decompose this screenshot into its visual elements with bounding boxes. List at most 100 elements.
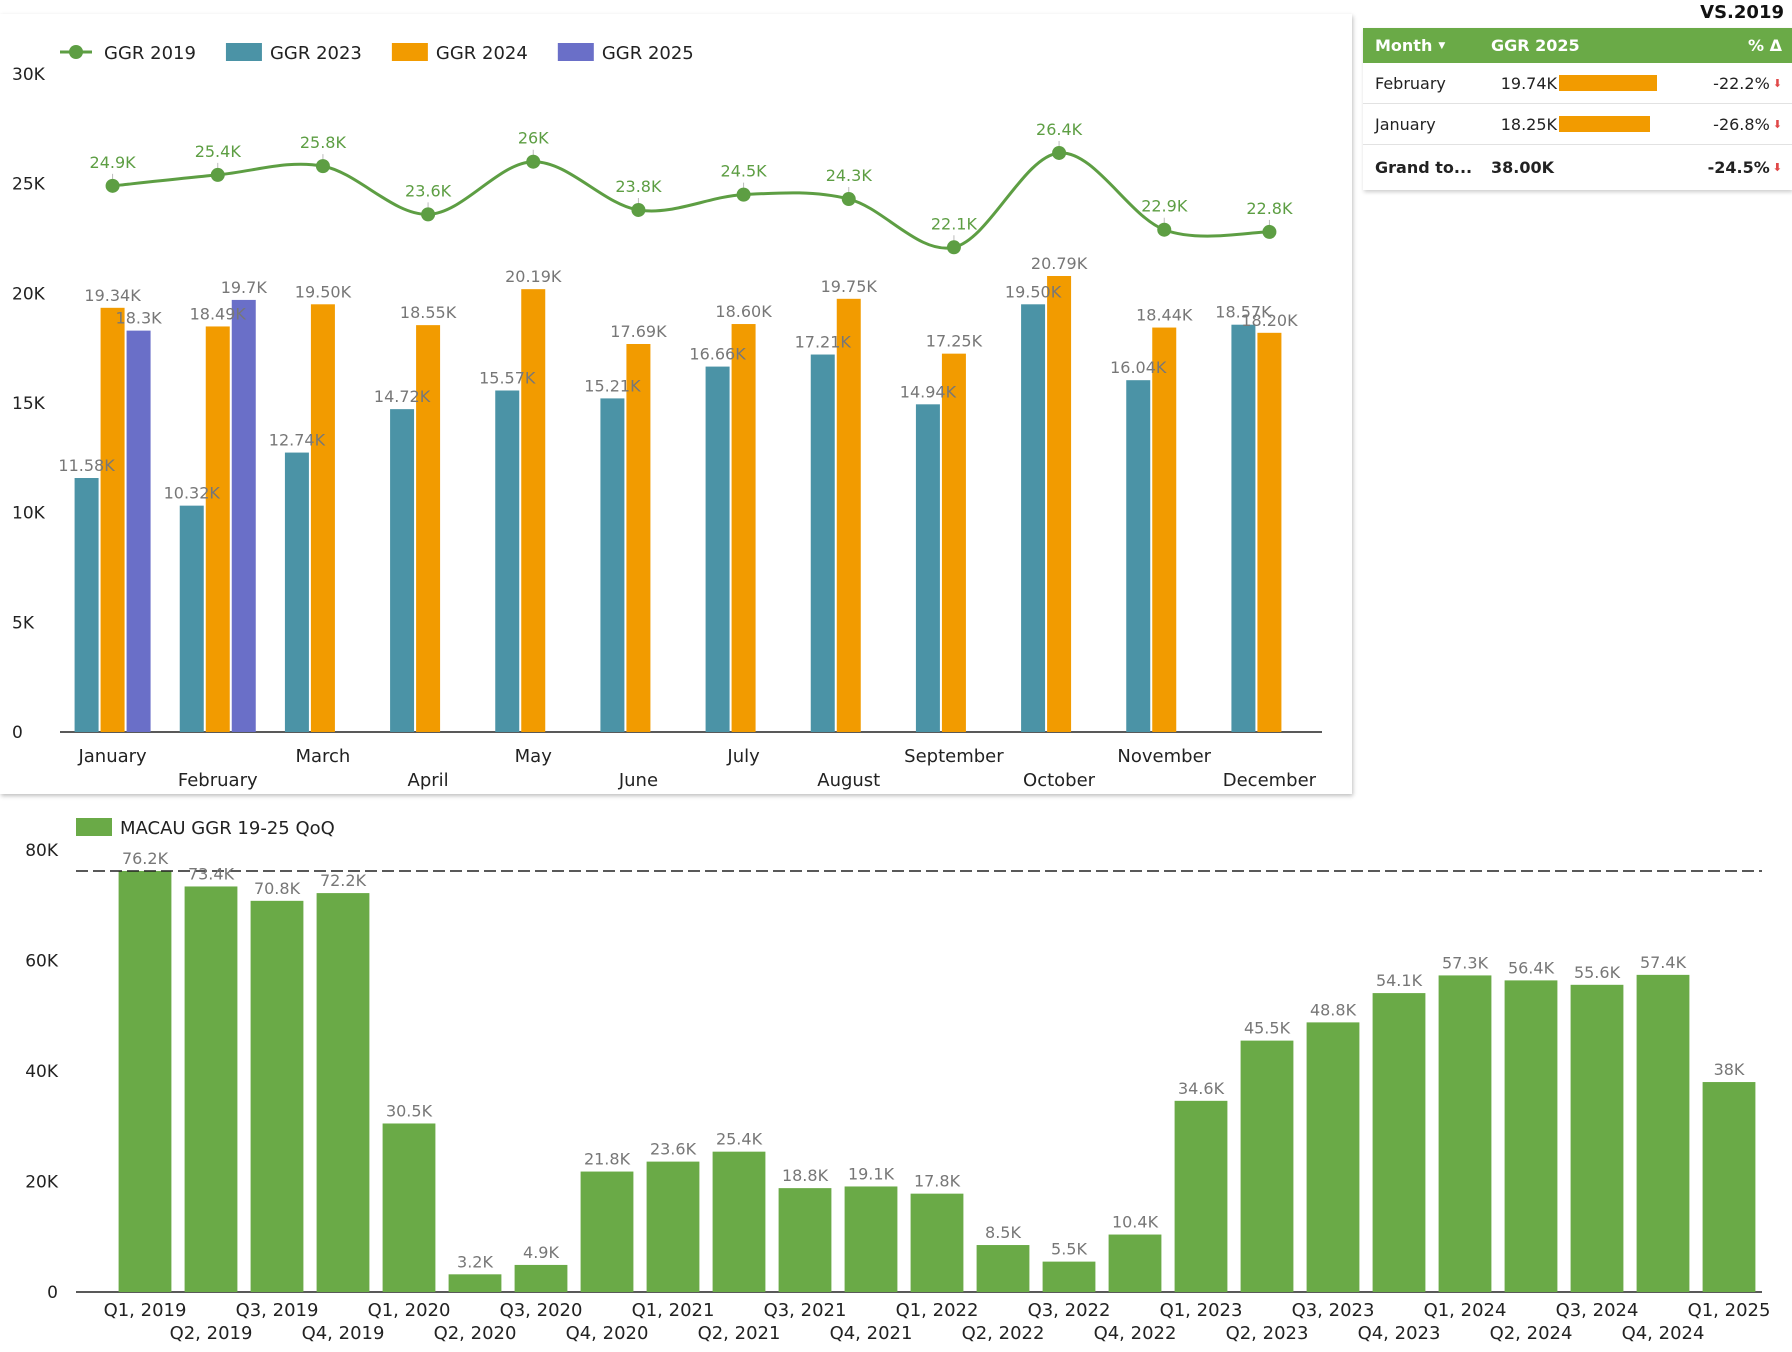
x-tick-label: Q1, 2023 xyxy=(1160,1300,1243,1321)
y-tick-label: 20K xyxy=(25,1173,59,1193)
bar-data-label: 57.3K xyxy=(1442,953,1489,972)
bar-data-label: 19.50K xyxy=(1005,282,1062,301)
line-data-label: 23.8K xyxy=(615,177,662,196)
y-tick-label: 60K xyxy=(25,952,59,972)
bar-ggr-2023 xyxy=(390,409,415,732)
quarter-bar xyxy=(580,1171,634,1292)
x-tick-label: Q4, 2023 xyxy=(1358,1323,1441,1344)
x-tick-label: September xyxy=(904,746,1004,767)
ggr-2019-point xyxy=(631,202,646,217)
bar-data-label: 19.34K xyxy=(84,286,141,305)
y-tick-label: 80K xyxy=(25,841,59,861)
bar-data-label: 14.72K xyxy=(374,387,431,406)
quarter-bar xyxy=(1306,1022,1360,1292)
table-row[interactable]: February 19.74K -22.2% ⬇ xyxy=(1363,63,1792,104)
bar-data-label: 23.6K xyxy=(650,1140,697,1159)
bar-data-label: 19.50K xyxy=(295,282,352,301)
x-tick-label: January xyxy=(77,746,147,767)
bar-ggr-2024 xyxy=(1047,276,1072,732)
ggr-2019-point xyxy=(841,192,856,207)
quarter-bar xyxy=(1504,980,1558,1292)
quarterly-ggr-chart-panel: 0 20K 40K 60K 80K 76.2K 73.4K 70.8K 72.2K 30.5K 3.… xyxy=(0,800,1792,1348)
x-tick-label: Q3, 2021 xyxy=(764,1300,847,1321)
x-tick-label: November xyxy=(1117,746,1211,767)
bar-data-label: 12.74K xyxy=(269,431,326,450)
x-tick-label: Q2, 2024 xyxy=(1490,1323,1573,1344)
y-tick-label: 0 xyxy=(47,1283,58,1303)
x-tick-label: Q1, 2025 xyxy=(1688,1300,1771,1321)
down-arrow-icon: ⬇ xyxy=(1772,117,1782,131)
line-data-label: 24.3K xyxy=(826,166,873,185)
bar-ggr-2024 xyxy=(100,307,125,732)
ggr-2019-line xyxy=(112,151,1270,250)
bar-ggr-2023 xyxy=(1231,324,1256,732)
line-data-label: 23.6K xyxy=(405,181,452,200)
down-arrow-icon: ⬇ xyxy=(1772,161,1782,174)
pct-column-header[interactable]: % Δ xyxy=(1681,36,1792,55)
bar-data-label: 17.21K xyxy=(795,333,852,352)
x-tick-label: March xyxy=(295,746,350,767)
table-row[interactable]: January 18.25K -26.8% ⬇ xyxy=(1363,104,1792,145)
x-tick-label: Q1, 2020 xyxy=(368,1300,451,1321)
line-data-label: 26K xyxy=(518,129,549,148)
quarter-bar xyxy=(316,893,370,1292)
quarter-bar xyxy=(910,1193,964,1292)
legend-label: GGR 2019 xyxy=(104,43,196,64)
bar-ggr-2023 xyxy=(705,366,730,732)
bar-data-label: 18.60K xyxy=(715,302,772,321)
legend-swatch xyxy=(391,43,428,61)
row-ggr: 18.25K xyxy=(1500,114,1557,134)
row-month: January xyxy=(1375,114,1436,134)
bar-data-label: 18.8K xyxy=(782,1166,829,1185)
quarter-bar xyxy=(646,1161,700,1292)
quarter-bar xyxy=(448,1274,502,1292)
month-column-header[interactable]: Month ▼ xyxy=(1363,36,1491,55)
bar-ggr-2025 xyxy=(231,299,256,732)
bar-data-label: 19.7K xyxy=(221,278,268,297)
line-data-label: 22.1K xyxy=(931,214,978,233)
bar-ggr-2023 xyxy=(74,478,99,732)
bar-data-label: 11.58K xyxy=(58,456,115,475)
sort-down-icon[interactable]: ▼ xyxy=(1438,40,1446,51)
quarter-bar xyxy=(844,1186,898,1292)
bar-data-label: 76.2K xyxy=(122,849,169,868)
quarter-bar xyxy=(1438,975,1492,1292)
bar-ggr-2025 xyxy=(126,330,151,732)
y-tick-label: 20K xyxy=(12,284,46,304)
ggr-2019-point xyxy=(1052,145,1067,160)
x-tick-label: Q3, 2020 xyxy=(500,1300,583,1321)
legend-swatch xyxy=(76,818,112,836)
ggr-2025-table: Month ▼ GGR 2025 % Δ February 19.74K -22… xyxy=(1363,28,1792,190)
quarter-bar xyxy=(1108,1234,1162,1292)
row-ggr: 19.74K xyxy=(1500,73,1557,93)
bar-data-label: 18.44K xyxy=(1136,306,1193,325)
quarter-bar xyxy=(250,900,304,1292)
bar-data-label: 18.49K xyxy=(190,304,247,323)
ggr-column-header[interactable]: GGR 2025 xyxy=(1491,36,1681,55)
y-tick-label: 40K xyxy=(25,1062,59,1082)
bar-data-label: 20.19K xyxy=(505,267,562,286)
line-data-label: 25.8K xyxy=(300,133,347,152)
bar-data-label: 18.57K xyxy=(1215,303,1272,322)
x-tick-label: Q4, 2021 xyxy=(830,1323,913,1344)
bar-data-label: 55.6K xyxy=(1574,963,1621,982)
legend-label: GGR 2024 xyxy=(436,43,528,64)
quarter-bar xyxy=(118,870,172,1292)
bar-data-label: 72.2K xyxy=(320,871,367,890)
y-tick-label: 25K xyxy=(12,175,46,195)
quarter-bar xyxy=(1042,1261,1096,1292)
ggr-2019-point xyxy=(526,154,541,169)
x-tick-label: December xyxy=(1223,770,1317,791)
bar-data-label: 10.4K xyxy=(1112,1213,1159,1232)
x-tick-label: Q2, 2019 xyxy=(170,1323,253,1344)
bar-data-label: 21.8K xyxy=(584,1150,631,1169)
bar-data-label: 19.75K xyxy=(821,277,878,296)
row-ggr-bar xyxy=(1559,75,1657,91)
x-tick-label: Q1, 2019 xyxy=(104,1300,187,1321)
line-data-label: 22.8K xyxy=(1246,199,1293,218)
grand-total-row[interactable]: Grand to... 38.00K -24.5% ⬇ xyxy=(1363,145,1792,190)
bar-data-label: 70.8K xyxy=(254,879,301,898)
x-tick-label: Q4, 2022 xyxy=(1094,1323,1177,1344)
bar-ggr-2023 xyxy=(810,354,835,732)
quarter-bar xyxy=(976,1245,1030,1292)
